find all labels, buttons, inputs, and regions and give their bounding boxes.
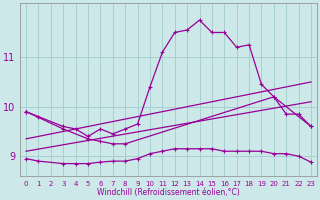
X-axis label: Windchill (Refroidissement éolien,°C): Windchill (Refroidissement éolien,°C) — [97, 188, 240, 197]
